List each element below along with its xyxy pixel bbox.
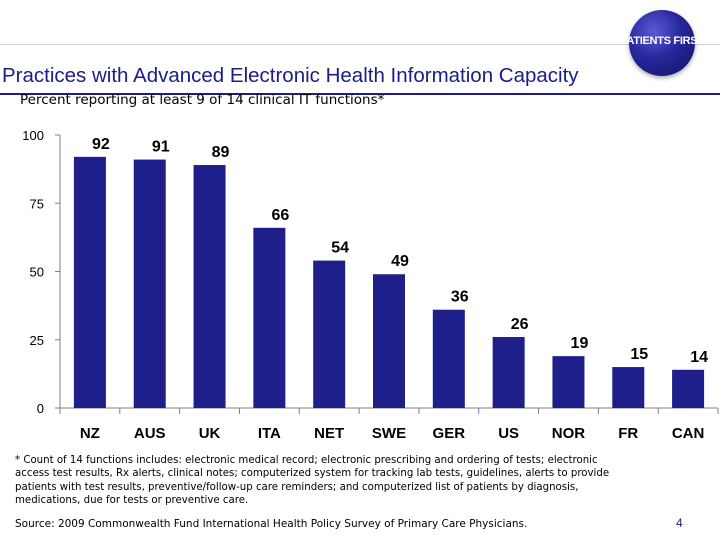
footnote: * Count of 14 functions includes: electr… [15,455,610,507]
bar-swe [373,274,405,408]
bar-can [672,369,705,408]
x-tick-label: US [498,425,519,442]
bar-net [313,260,346,408]
y-tick-label: 100 [22,128,44,143]
bar-aus [133,159,166,408]
x-tick-label: CAN [672,425,705,442]
data-label: 14 [690,349,708,366]
page-title: Practices with Advanced Electronic Healt… [2,64,579,87]
y-tick-label: 50 [30,265,44,280]
bar-ger [432,309,465,408]
x-tick-label: AUS [134,425,166,442]
data-label: 19 [571,335,589,352]
data-label: 15 [630,346,648,363]
data-label: 49 [391,253,409,270]
chart-subtitle: Percent reporting at least 9 of 14 clini… [20,92,385,108]
x-tick-label: FR [618,425,638,442]
title-underline [0,93,720,95]
y-tick-label: 0 [37,401,44,416]
data-label: 92 [92,136,110,153]
x-tick-label: UK [199,425,221,442]
bar-nz [73,156,106,408]
patients-first-logo [629,10,695,76]
bar-ita [253,227,286,408]
data-label: 91 [152,139,170,156]
data-label: 89 [212,144,230,161]
x-tick-label: NOR [552,425,586,442]
y-tick-label: 75 [30,196,44,211]
x-tick-label: NET [314,425,344,442]
data-label: 54 [331,240,349,257]
bar-us [492,337,525,408]
source-note: Source: 2009 Commonwealth Fund Internati… [15,518,528,530]
header-rule [0,44,720,45]
x-tick-label: GER [433,425,466,442]
x-tick-label: ITA [258,425,281,442]
bar-chart: 0 25 50 75 100 92 NZ 91 AUS 89 UK 66 ITA 54 NET 49 SWE 36… [22,128,719,442]
bar-fr [612,367,645,408]
y-tick-label: 25 [30,333,44,348]
bar-uk [193,165,226,408]
data-label: 26 [511,316,529,333]
data-label: 66 [271,207,289,224]
page-number: 4 [676,516,683,530]
logo-text: PATIENTS FIRST [620,35,704,47]
x-tick-label: SWE [372,425,406,442]
bar-nor [552,356,585,408]
data-label: 36 [451,289,469,306]
x-tick-label: NZ [80,425,100,442]
